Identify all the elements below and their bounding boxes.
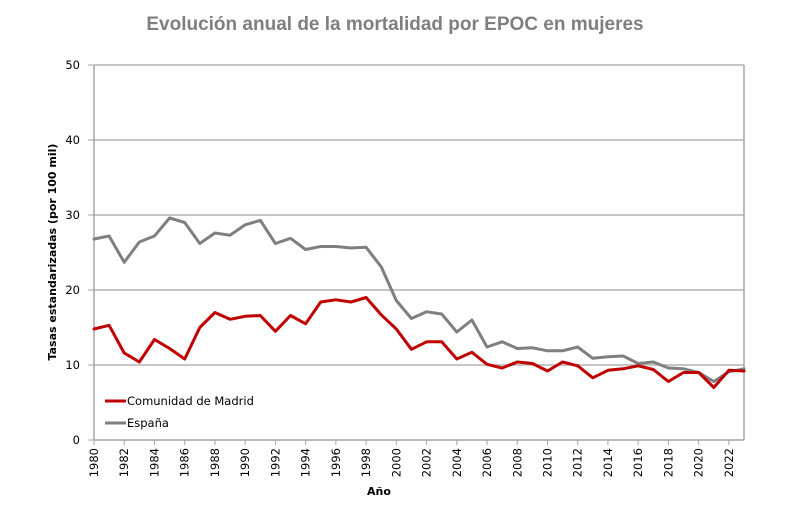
- y-tick-label: 40: [65, 133, 80, 147]
- y-axis-title: Tasas estandarizadas (por 100 mil): [46, 144, 59, 361]
- x-tick-label: 2020: [692, 448, 706, 477]
- x-tick-label: 2008: [510, 448, 524, 477]
- y-tick-label: 30: [65, 208, 80, 222]
- x-axis-ticks: 1980 1982 1984 1986 1988 1990 1992 1994 1996 1998…: [87, 440, 736, 477]
- x-tick-label: 1990: [238, 448, 252, 477]
- x-tick-label: 1998: [359, 448, 373, 477]
- x-tick-label: 1992: [268, 448, 282, 477]
- x-tick-label: 1986: [178, 448, 192, 477]
- x-tick-label: 2004: [450, 448, 464, 477]
- x-tick-label: 2016: [631, 448, 645, 477]
- x-tick-label: 2012: [571, 448, 585, 477]
- axes: [93, 65, 745, 441]
- x-tick-label: 1982: [117, 448, 131, 477]
- legend-label: Comunidad de Madrid: [127, 394, 254, 408]
- legend-label: España: [127, 416, 169, 430]
- gridlines: [94, 64, 744, 366]
- y-tick-label: 50: [65, 58, 80, 72]
- x-tick-label: 2018: [661, 448, 675, 477]
- x-tick-label: 1980: [87, 448, 101, 477]
- x-tick-label: 1984: [147, 448, 161, 477]
- y-tick-label: 0: [73, 433, 80, 447]
- x-tick-label: 2002: [420, 448, 434, 477]
- x-tick-label: 2014: [601, 448, 615, 477]
- x-tick-label: 2022: [722, 448, 736, 477]
- x-tick-label: 2006: [480, 448, 494, 477]
- x-tick-label: 2000: [389, 448, 403, 477]
- y-tick-label: 10: [65, 358, 80, 372]
- series-line-madrid: [92, 296, 746, 389]
- x-tick-label: 1994: [299, 448, 313, 477]
- series-lines: [92, 216, 746, 389]
- x-tick-label: 1988: [208, 448, 222, 477]
- y-tick-label: 20: [65, 283, 80, 297]
- chart-title: Evolución anual de la mortalidad por EPO…: [146, 14, 643, 35]
- y-axis-ticks: 0 10 20 30 40 50: [65, 58, 94, 447]
- legend: Comunidad de Madrid España: [105, 394, 254, 430]
- series-line-espana: [92, 216, 746, 383]
- x-tick-label: 1996: [329, 448, 343, 477]
- x-axis-title: Año: [367, 485, 391, 498]
- x-tick-label: 2010: [540, 448, 554, 477]
